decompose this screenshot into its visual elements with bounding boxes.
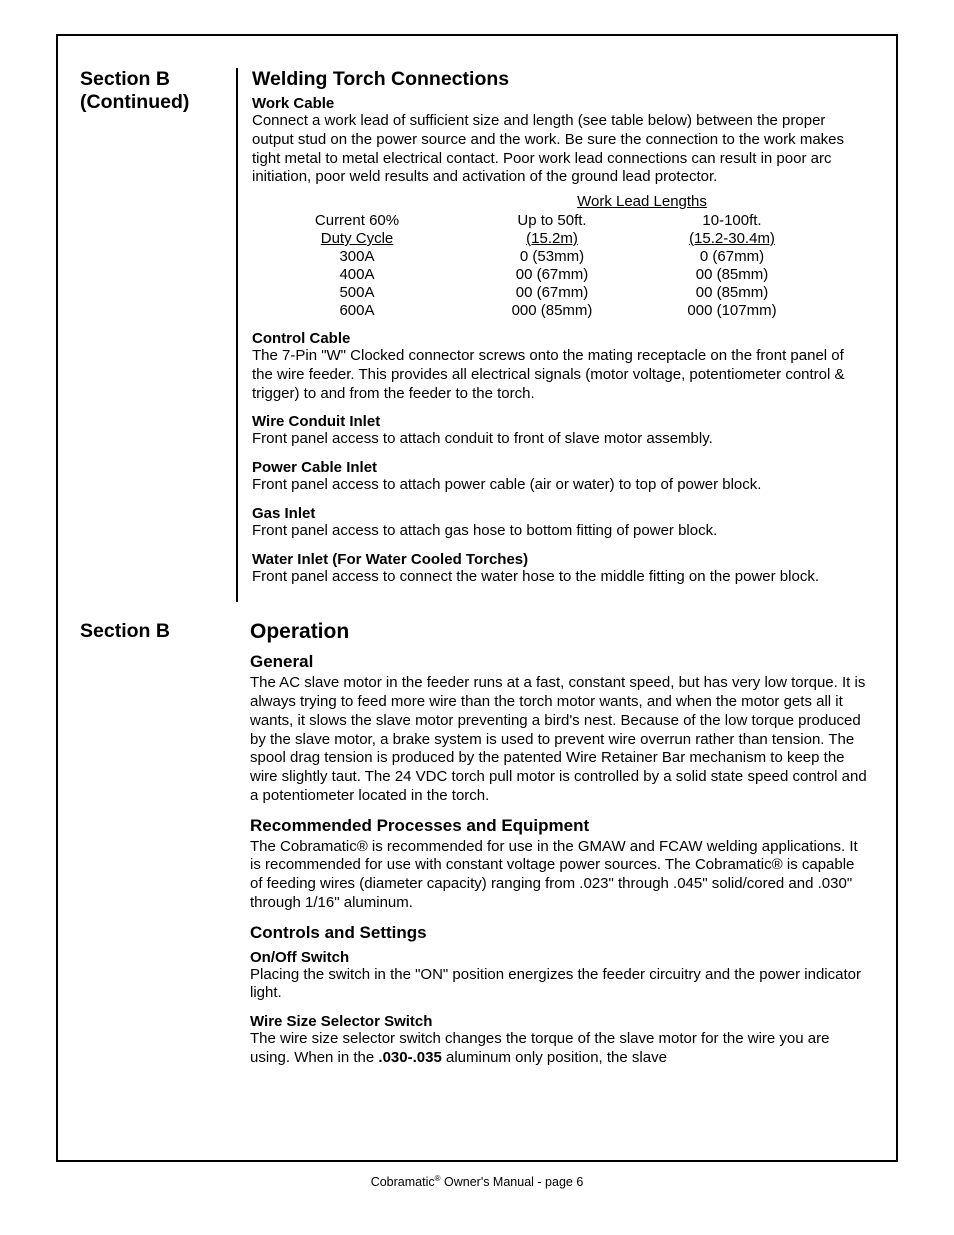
top-main: Welding Torch Connections Work Cable Con… [236,68,868,602]
table-row: 300A 0 (53mm) 0 (67mm) [252,248,868,266]
general-text: The AC slave motor in the feeder runs at… [250,674,868,805]
table-row: 400A 00 (67mm) 00 (85mm) [252,266,868,284]
table-row: 500A 00 (67mm) 00 (85mm) [252,284,868,302]
work-cable-heading: Work Cable [252,95,868,112]
table-cell: 00 (85mm) [642,284,822,302]
table-row: 600A 000 (85mm) 000 (107mm) [252,302,868,320]
col3-h2: (15.2-30.4m) [689,230,775,247]
table-cell: 400A [252,266,462,284]
table-cell: 00 (85mm) [642,266,822,284]
general-heading: General [250,652,868,672]
table-col1-header: Current 60% Duty Cycle [252,212,462,248]
page-footer: Cobramatic® Owner's Manual - page 6 [56,1174,898,1189]
onoff-heading: On/Off Switch [250,949,868,966]
table-header-row: Current 60% Duty Cycle Up to 50ft. (15.2… [252,212,868,248]
table-cell: 00 (67mm) [462,284,642,302]
control-cable-heading: Control Cable [252,330,868,347]
processes-block: Recommended Processes and Equipment The … [250,816,868,913]
section-b-continued: Section B (Continued) Welding Torch Conn… [80,68,868,602]
section-label-bottom-text: Section B [80,620,236,643]
section-label-line2: (Continued) [80,91,236,114]
content-frame: Section B (Continued) Welding Torch Conn… [56,34,898,1162]
table-cell: 0 (67mm) [642,248,822,266]
col2-h1: Up to 50ft. [517,212,586,229]
section-label-bottom: Section B [80,620,236,643]
gas-inlet-text: Front panel access to attach gas hose to… [252,522,868,541]
power-cable-text: Front panel access to attach power cable… [252,476,868,495]
table-col3-header: 10-100ft. (15.2-30.4m) [642,212,822,248]
controls-block: Controls and Settings On/Off Switch Plac… [250,923,868,1068]
section-b-operation: Section B Operation General The AC slave… [80,620,868,1067]
welding-torch-heading: Welding Torch Connections [252,68,868,91]
processes-heading: Recommended Processes and Equipment [250,816,868,836]
col1-h1: Current 60% [315,212,399,229]
wire-conduit-text: Front panel access to attach conduit to … [252,430,868,449]
power-cable-heading: Power Cable Inlet [252,459,868,476]
water-inlet-text: Front panel access to connect the water … [252,568,868,587]
footer-rest: Owner's Manual - page 6 [441,1175,584,1189]
bottom-main: Operation General The AC slave motor in … [236,620,868,1067]
operation-heading: Operation [250,620,868,644]
section-label-line1: Section B [80,68,236,91]
table-cell: 300A [252,248,462,266]
general-block: General The AC slave motor in the feeder… [250,652,868,805]
page: Section B (Continued) Welding Torch Conn… [0,0,954,1235]
water-inlet-heading: Water Inlet (For Water Cooled Torches) [252,551,868,568]
table-cell: 500A [252,284,462,302]
gas-inlet-heading: Gas Inlet [252,505,868,522]
control-cable-text: The 7-Pin "W" Clocked connector screws o… [252,347,868,403]
wiresize-post: aluminum only position, the slave [442,1049,667,1066]
work-cable-text: Connect a work lead of sufficient size a… [252,112,868,187]
table-cell: 000 (107mm) [642,302,822,320]
wiresize-bold: .030-.035 [378,1049,441,1066]
table-cell: 000 (85mm) [462,302,642,320]
table-col2-header: Up to 50ft. (15.2m) [462,212,642,248]
col3-h1: 10-100ft. [702,212,761,229]
table-top-header: Work Lead Lengths [252,193,822,210]
processes-text: The Cobramatic® is recommended for use i… [250,838,868,913]
onoff-text: Placing the switch in the "ON" position … [250,966,868,1004]
wiresize-text: The wire size selector switch changes th… [250,1030,868,1068]
col2-h2: (15.2m) [526,230,578,247]
table-cell: 0 (53mm) [462,248,642,266]
work-lead-table: Work Lead Lengths Current 60% Duty Cycle… [252,193,868,320]
wire-conduit-heading: Wire Conduit Inlet [252,413,868,430]
table-cell: 600A [252,302,462,320]
table-cell: 00 (67mm) [462,266,642,284]
section-label-top: Section B (Continued) [80,68,236,115]
controls-heading: Controls and Settings [250,923,868,943]
footer-brand: Cobramatic [371,1175,435,1189]
col1-h2: Duty Cycle [321,230,394,247]
wiresize-heading: Wire Size Selector Switch [250,1013,868,1030]
